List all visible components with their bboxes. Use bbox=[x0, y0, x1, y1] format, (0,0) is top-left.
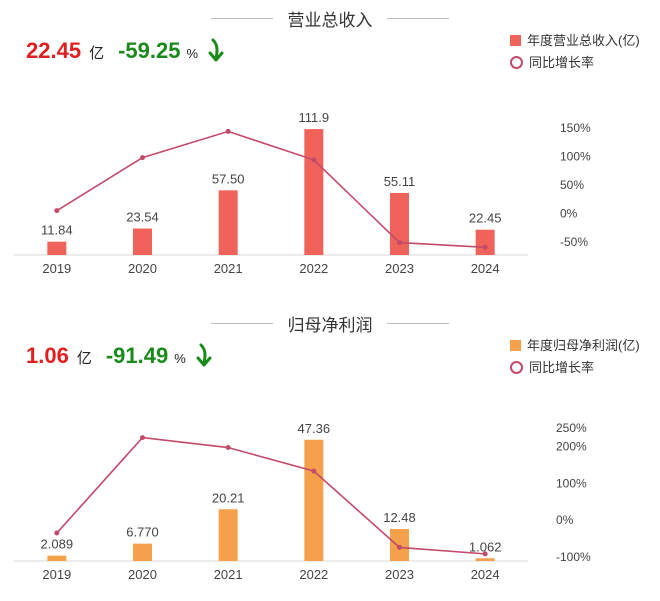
down-arrow-icon bbox=[196, 343, 212, 374]
x-tick-2020: 2020 bbox=[128, 567, 157, 582]
x-tick-2021: 2021 bbox=[214, 567, 243, 582]
x-tick-2022: 2022 bbox=[299, 261, 328, 276]
profit-yoy-unit: % bbox=[174, 351, 186, 366]
y2-tick-label: 0% bbox=[556, 513, 574, 527]
bar-2020 bbox=[133, 228, 152, 255]
y2-tick-label: 150% bbox=[560, 121, 591, 135]
legend-bar-swatch bbox=[510, 340, 521, 351]
data-label-2021: 57.50 bbox=[212, 171, 245, 186]
bar-2022 bbox=[304, 129, 324, 255]
data-label-2021: 20.21 bbox=[212, 490, 245, 505]
growth-point-2021 bbox=[225, 445, 231, 451]
x-tick-2019: 2019 bbox=[42, 567, 71, 582]
y2-tick-label: -100% bbox=[556, 550, 591, 564]
growth-point-2019 bbox=[54, 530, 60, 536]
growth-point-2024 bbox=[482, 244, 488, 250]
y2-tick-label: 100% bbox=[556, 476, 587, 490]
data-label-2020: 6.770 bbox=[126, 525, 159, 540]
title-divider-right bbox=[386, 18, 449, 19]
title-divider-left bbox=[211, 18, 274, 19]
revenue-chart-title: 营业总收入 bbox=[287, 11, 373, 30]
profit-summary: 1.06 亿 -91.49% bbox=[26, 343, 212, 374]
growth-rate-line bbox=[56, 130, 486, 249]
revenue-latest-value: 22.45 bbox=[26, 38, 82, 63]
profit-chart: 2.089 2019 6.770 2020 20.21 2021 47.36 2022 12.4… bbox=[14, 421, 591, 582]
x-tick-2023: 2023 bbox=[385, 567, 414, 582]
revenue-yoy-change: -59.25 bbox=[118, 38, 181, 63]
title-divider-right bbox=[386, 323, 449, 324]
growth-point-2022 bbox=[311, 157, 317, 163]
bar-2021 bbox=[218, 190, 238, 255]
growth-rate-line bbox=[56, 436, 486, 555]
bar-2019 bbox=[47, 241, 67, 255]
legend-bar-label: 年度归母净利润(亿) bbox=[527, 338, 640, 353]
bar-2019 bbox=[47, 555, 67, 561]
revenue-chart: 11.84 2019 23.54 2020 57.50 2021 111.9 2022 55.1… bbox=[14, 110, 591, 276]
revenue-unit: 亿 bbox=[89, 45, 105, 62]
legend-item-profit-growth[interactable]: 同比增长率 bbox=[510, 357, 640, 379]
x-tick-2019: 2019 bbox=[42, 261, 71, 276]
legend-bar-label: 年度营业总收入(亿) bbox=[527, 33, 640, 48]
growth-point-2023 bbox=[397, 240, 402, 246]
data-label-2024: 22.45 bbox=[469, 211, 502, 226]
legend-line-label: 同比增长率 bbox=[529, 55, 595, 70]
legend-item-revenue-bar[interactable]: 年度营业总收入(亿) bbox=[510, 30, 640, 52]
legend-line-marker bbox=[510, 56, 523, 69]
bar-2023 bbox=[390, 193, 409, 255]
bar-2024 bbox=[475, 229, 495, 255]
x-tick-2020: 2020 bbox=[128, 261, 157, 276]
legend-line-marker bbox=[510, 361, 523, 374]
data-label-2023: 12.48 bbox=[383, 510, 416, 525]
revenue-legend: 年度营业总收入(亿) 同比增长率 bbox=[510, 30, 640, 74]
profit-yoy-change: -91.49 bbox=[105, 343, 169, 368]
y2-tick-label: 200% bbox=[556, 439, 587, 453]
data-label-2019: 11.84 bbox=[41, 223, 73, 238]
bar-2024 bbox=[475, 558, 495, 561]
data-label-2022: 111.9 bbox=[299, 110, 330, 125]
growth-point-2020 bbox=[140, 435, 145, 441]
profit-chart-title: 归母净利润 bbox=[287, 316, 373, 335]
revenue-summary: 22.45 亿 -59.25% bbox=[26, 38, 224, 69]
legend-item-profit-bar[interactable]: 年度归母净利润(亿) bbox=[510, 335, 640, 357]
growth-point-2022 bbox=[311, 468, 317, 474]
revenue-panel: 营业总收入 22.45 亿 -59.25% 年度营业总收入(亿) 同比增长率 11.… bbox=[0, 0, 660, 300]
y2-tick-label: 0% bbox=[560, 207, 578, 221]
profit-title-wrap: 归母净利润 bbox=[0, 311, 660, 336]
down-arrow-icon bbox=[208, 38, 224, 69]
x-tick-2024: 2024 bbox=[471, 567, 500, 582]
y2-tick-label: -50% bbox=[560, 235, 588, 249]
legend-bar-swatch bbox=[510, 35, 521, 46]
profit-legend: 年度归母净利润(亿) 同比增长率 bbox=[510, 335, 640, 379]
growth-point-2021 bbox=[225, 128, 231, 134]
growth-point-2020 bbox=[140, 155, 145, 161]
growth-point-2023 bbox=[397, 544, 402, 550]
profit-unit: 亿 bbox=[76, 350, 92, 367]
data-label-2024: 1.062 bbox=[469, 539, 502, 554]
bar-2022 bbox=[304, 439, 324, 561]
legend-line-label: 同比增长率 bbox=[529, 360, 595, 375]
bar-2020 bbox=[133, 543, 152, 561]
profit-latest-value: 1.06 bbox=[26, 343, 69, 368]
bar-2021 bbox=[218, 509, 238, 561]
data-label-2022: 47.36 bbox=[298, 421, 331, 436]
x-tick-2024: 2024 bbox=[471, 261, 500, 276]
y2-tick-label: 100% bbox=[560, 150, 591, 164]
data-label-2023: 55.11 bbox=[384, 174, 416, 189]
growth-point-2024 bbox=[482, 551, 488, 557]
data-label-2019: 2.089 bbox=[41, 537, 74, 552]
growth-point-2019 bbox=[54, 208, 60, 214]
y2-tick-label: 250% bbox=[556, 421, 587, 435]
revenue-yoy-unit: % bbox=[186, 46, 199, 61]
title-divider-left bbox=[211, 323, 274, 324]
profit-panel: 归母净利润 1.06 亿 -91.49% 年度归母净利润(亿) 同比增长率 2.08… bbox=[0, 305, 660, 601]
x-tick-2021: 2021 bbox=[214, 261, 243, 276]
legend-item-revenue-growth[interactable]: 同比增长率 bbox=[510, 52, 640, 74]
data-label-2020: 23.54 bbox=[126, 210, 159, 225]
y2-tick-label: 50% bbox=[560, 178, 584, 192]
revenue-title-wrap: 营业总收入 bbox=[0, 6, 660, 31]
x-tick-2022: 2022 bbox=[299, 567, 328, 582]
x-tick-2023: 2023 bbox=[385, 261, 414, 276]
